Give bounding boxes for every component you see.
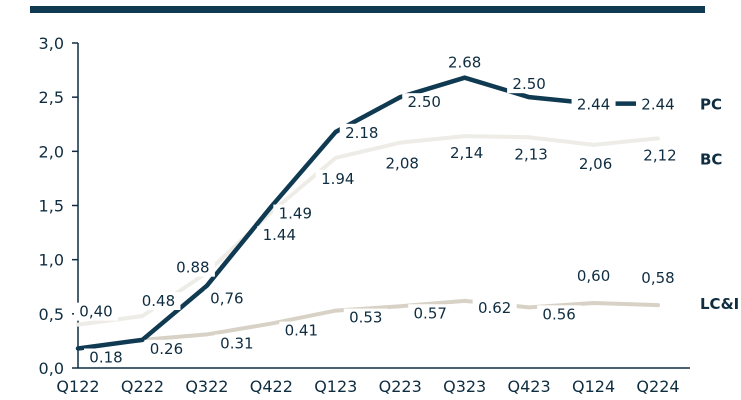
y-tick-label: 1,5 <box>39 197 64 216</box>
y-tick-label: 0,5 <box>39 305 64 324</box>
y-tick-label: 3,0 <box>39 34 64 53</box>
data-label-bg <box>636 95 680 114</box>
data-label: 0.57 <box>414 304 447 322</box>
data-label: 0.48 <box>142 292 175 310</box>
x-tick-label: Q122 <box>56 377 99 396</box>
series-name-label: LC&I <box>700 295 739 313</box>
x-tick-label: Q123 <box>314 377 357 396</box>
series-names: PC BC LC&I <box>700 96 739 313</box>
x-tick-label: Q224 <box>636 377 679 396</box>
data-label-bg <box>84 348 128 367</box>
data-label: 2,06 <box>579 155 612 173</box>
data-label: 2,13 <box>514 145 547 163</box>
data-labels: 0,76 1.49 2.18 2.50 2.68 2.50 2.44 2.44 0,40 0.48… <box>74 54 682 367</box>
data-label: 0.53 <box>349 309 382 327</box>
data-label: 0.56 <box>542 305 575 323</box>
data-label-bg <box>442 53 487 72</box>
y-tick-label: 0,0 <box>39 359 64 378</box>
data-label-bg <box>214 334 259 353</box>
y-tick-label: 1,0 <box>39 251 64 270</box>
data-label: 2.50 <box>512 75 545 93</box>
y-tick-label: 2,0 <box>39 142 64 161</box>
x-tick-label: Q222 <box>121 377 164 396</box>
data-label: 2,14 <box>450 144 483 162</box>
data-label-bg <box>273 204 318 223</box>
data-label: 0.31 <box>220 334 253 352</box>
x-tick-label: Q124 <box>572 377 615 396</box>
data-label-bg <box>170 258 215 277</box>
data-label-bg <box>257 226 302 244</box>
data-label-bg <box>144 339 189 358</box>
data-label: 2.68 <box>448 54 481 72</box>
data-label: 1.49 <box>279 205 312 223</box>
data-label: 2.18 <box>345 124 378 142</box>
data-label-bg <box>408 304 453 323</box>
x-tick-label: Q322 <box>185 377 228 396</box>
data-label: 0.41 <box>285 322 318 340</box>
data-label: 0,58 <box>641 269 674 287</box>
series-name-label: PC <box>700 96 722 114</box>
data-label-bg <box>571 95 616 114</box>
y-tick-label: 2,5 <box>39 88 64 107</box>
data-label-bg <box>571 267 616 285</box>
data-label-bg <box>638 146 682 165</box>
data-label-bg <box>136 292 181 310</box>
data-label-bg <box>74 302 118 321</box>
data-label: 2.44 <box>641 96 674 114</box>
data-label: 0,60 <box>577 267 610 285</box>
data-label-bg <box>573 154 618 173</box>
data-label-bg <box>507 75 552 94</box>
series-line-lci <box>76 298 660 351</box>
data-label-bg <box>279 321 324 340</box>
data-label: 0.88 <box>176 259 209 277</box>
series-name-label: BC <box>700 150 722 168</box>
x-tick-label: Q422 <box>250 377 293 396</box>
data-label: 0.62 <box>478 299 511 317</box>
data-label-bg <box>315 169 360 188</box>
data-label-bg <box>444 144 489 163</box>
axes: 0,0 0,5 1,0 1,5 2,0 2,5 3,0 Q122 Q222 Q322 Q422 Q12… <box>39 34 690 396</box>
top-rule <box>30 6 705 13</box>
data-label-bg <box>204 289 249 308</box>
data-label: 2.50 <box>408 93 441 111</box>
data-label-bg <box>537 305 582 324</box>
data-label-bg <box>402 93 447 112</box>
data-label: 0,76 <box>210 290 243 308</box>
data-label-bg <box>636 269 680 288</box>
series-line-pc <box>75 75 661 351</box>
data-label: 1.94 <box>321 170 354 188</box>
data-label: 0,40 <box>79 303 112 321</box>
data-label: 1.44 <box>263 226 296 244</box>
data-label-bg <box>472 298 517 317</box>
x-tick-label: Q323 <box>443 377 486 396</box>
x-tick-label: Q223 <box>379 377 422 396</box>
data-label-bg <box>343 308 388 327</box>
x-tick-label: Q423 <box>508 377 551 396</box>
data-label: 2,08 <box>386 155 419 173</box>
data-label: 0.26 <box>150 340 183 358</box>
data-label: 2,12 <box>643 146 676 164</box>
data-label-bg <box>380 154 425 173</box>
data-label-bg <box>509 145 554 164</box>
data-label-bg <box>339 123 384 142</box>
data-label: 2.44 <box>577 96 610 114</box>
data-label: 0.18 <box>89 349 122 367</box>
